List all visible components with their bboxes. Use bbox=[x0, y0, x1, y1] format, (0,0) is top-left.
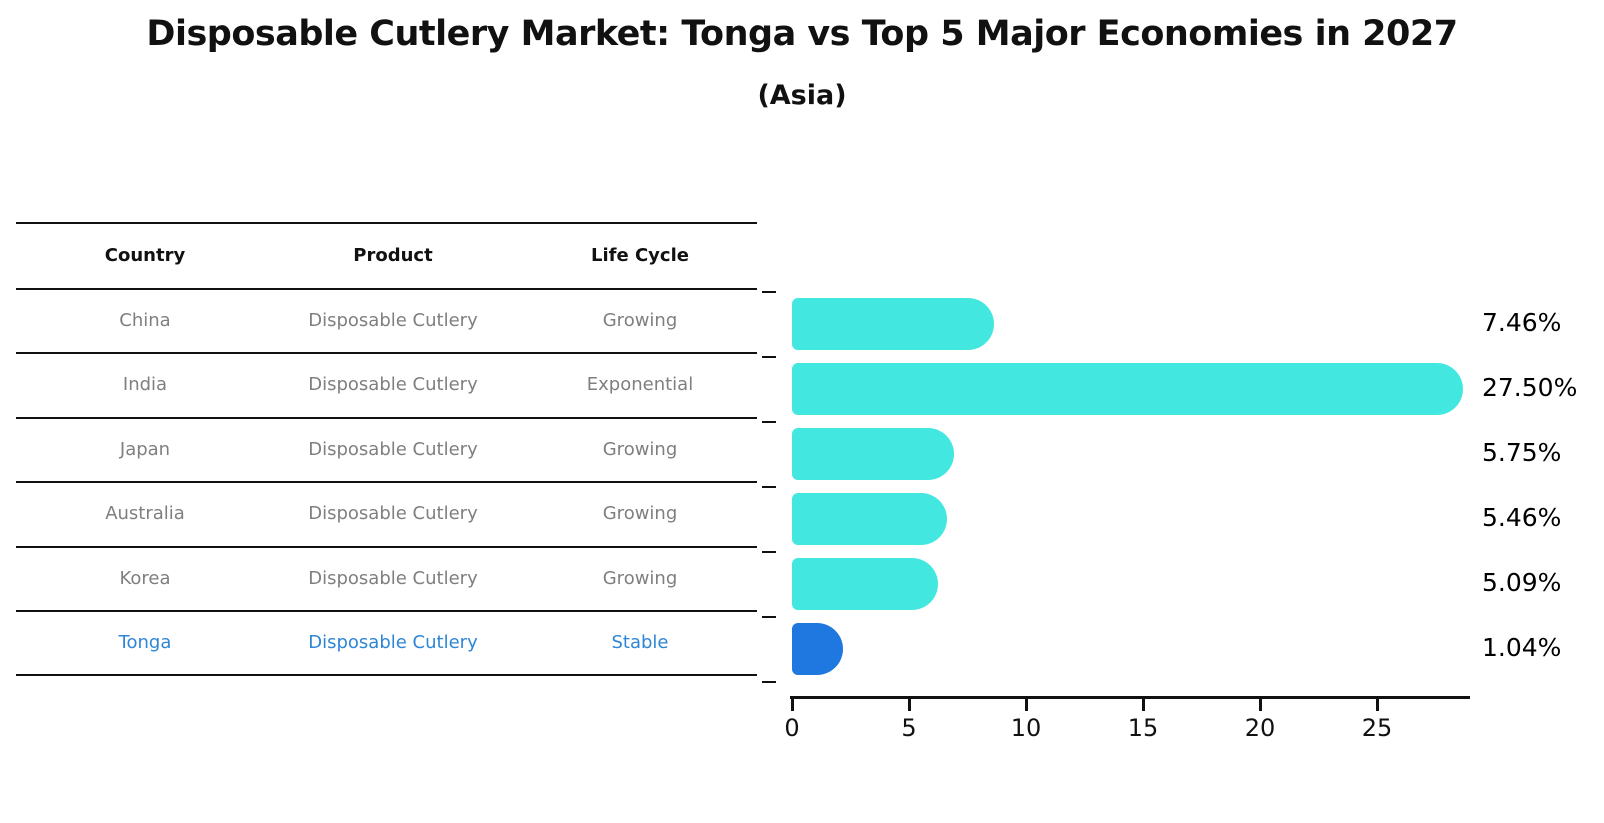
table-header-life-cycle: Life Cycle bbox=[591, 245, 689, 266]
x-tick-label: 25 bbox=[1361, 714, 1393, 742]
table-row-divider bbox=[16, 610, 757, 612]
table-header-divider bbox=[16, 288, 757, 290]
x-tick bbox=[1142, 699, 1145, 711]
bar-japan bbox=[792, 428, 954, 480]
cell-life-cycle: Growing bbox=[602, 503, 678, 524]
x-tick bbox=[1376, 699, 1379, 711]
x-tick bbox=[1259, 699, 1262, 711]
cell-country: Australia bbox=[105, 503, 185, 524]
value-label: 5.09% bbox=[1482, 568, 1562, 597]
x-tick bbox=[1025, 699, 1028, 711]
table-row-divider bbox=[16, 417, 757, 419]
cell-country: Korea bbox=[119, 568, 171, 589]
table-row-divider bbox=[16, 481, 757, 483]
bar-china bbox=[792, 298, 994, 350]
cell-life-cycle: Growing bbox=[602, 310, 678, 331]
table-border-bottom bbox=[16, 674, 757, 676]
x-tick-label: 10 bbox=[1010, 714, 1042, 742]
y-tick bbox=[762, 550, 776, 553]
x-tick-label: 5 bbox=[901, 714, 917, 742]
y-tick bbox=[762, 485, 776, 488]
x-tick-label: 20 bbox=[1244, 714, 1276, 742]
value-label: 5.46% bbox=[1482, 503, 1562, 532]
value-label: 5.75% bbox=[1482, 438, 1562, 467]
cell-life-cycle: Exponential bbox=[586, 374, 694, 395]
x-axis bbox=[790, 696, 1470, 699]
value-label: 1.04% bbox=[1482, 633, 1562, 662]
chart-title: Disposable Cutlery Market: Tonga vs Top … bbox=[146, 14, 1458, 54]
y-tick bbox=[762, 290, 776, 293]
x-tick bbox=[791, 699, 794, 711]
cell-life-cycle: Growing bbox=[602, 439, 678, 460]
y-tick bbox=[762, 420, 776, 423]
cell-country: Tonga bbox=[118, 632, 172, 653]
y-tick bbox=[762, 680, 776, 683]
x-tick bbox=[908, 699, 911, 711]
y-tick bbox=[762, 355, 776, 358]
cell-country: Japan bbox=[119, 439, 171, 460]
table-header-product: Product bbox=[353, 245, 433, 266]
bar-india bbox=[792, 363, 1463, 415]
table-row-divider bbox=[16, 546, 757, 548]
value-label: 27.50% bbox=[1482, 373, 1578, 402]
cell-country: China bbox=[119, 310, 171, 331]
bar-korea bbox=[792, 558, 939, 610]
bar-tonga bbox=[792, 623, 844, 675]
value-label: 7.46% bbox=[1482, 308, 1562, 337]
table-row-divider bbox=[16, 352, 757, 354]
x-tick-label: 15 bbox=[1127, 714, 1159, 742]
cell-product: Disposable Cutlery bbox=[308, 374, 478, 395]
bar-australia bbox=[792, 493, 947, 545]
cell-product: Disposable Cutlery bbox=[308, 632, 478, 653]
chart-subtitle: (Asia) bbox=[757, 80, 847, 111]
table-header-country: Country bbox=[104, 245, 186, 266]
cell-product: Disposable Cutlery bbox=[308, 568, 478, 589]
cell-product: Disposable Cutlery bbox=[308, 503, 478, 524]
y-tick bbox=[762, 615, 776, 618]
cell-product: Disposable Cutlery bbox=[308, 439, 478, 460]
cell-country: India bbox=[122, 374, 168, 395]
table-border-top bbox=[16, 222, 757, 224]
cell-life-cycle: Growing bbox=[602, 568, 678, 589]
cell-product: Disposable Cutlery bbox=[308, 310, 478, 331]
cell-life-cycle: Stable bbox=[611, 632, 669, 653]
x-tick-label: 0 bbox=[784, 714, 800, 742]
